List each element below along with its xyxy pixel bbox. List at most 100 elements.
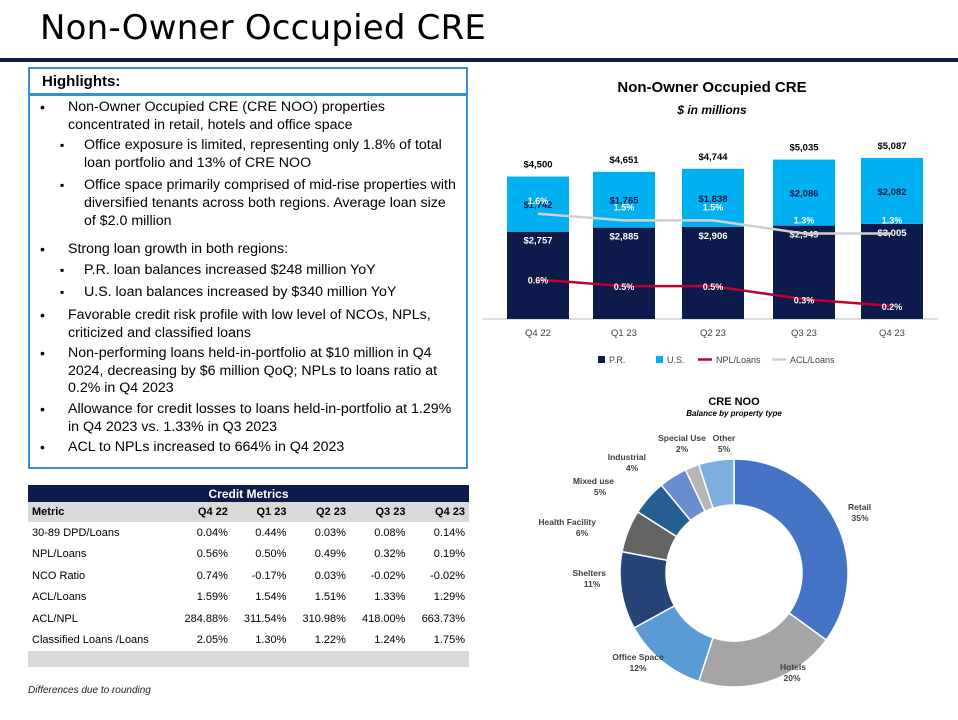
bar-total-label: $5,035 xyxy=(789,143,819,154)
credit-metrics-caption: Credit Metrics xyxy=(28,485,469,502)
metric-value: 0.08% xyxy=(374,526,406,539)
metric-name: ACL/NPL xyxy=(32,612,78,625)
donut-slice xyxy=(697,458,735,510)
bar-us-label: $2,082 xyxy=(877,187,906,198)
bar-pr-label: $2,949 xyxy=(789,230,818,241)
donut-slice-label: Industrial xyxy=(608,452,646,462)
acl-loans-line-label: 1.5% xyxy=(614,202,635,212)
donut-slice-label: Hotels xyxy=(780,662,806,672)
bullet-credit-risk: Favorable credit risk profile with low l… xyxy=(30,307,466,342)
metric-name: 30-89 DPD/Loans xyxy=(32,526,120,539)
highlights-heading: Highlights: xyxy=(42,73,121,90)
bar-pr xyxy=(773,225,835,319)
metric-value: 1.33% xyxy=(374,591,406,604)
bar-pr xyxy=(682,226,744,319)
bar-total-label: $4,651 xyxy=(609,155,639,166)
bar-us xyxy=(861,157,923,224)
acl-loans-line-label: 1.5% xyxy=(703,202,724,212)
metric-value: 0.56% xyxy=(196,548,228,561)
npl-loans-line-label: 0.5% xyxy=(703,282,724,292)
bar-total-label: $4,500 xyxy=(523,160,552,171)
metric-name: Classified Loans /Loans xyxy=(32,634,149,647)
chart-title: Non-Owner Occupied CRE xyxy=(617,79,806,96)
metric-value: 0.04% xyxy=(196,526,228,539)
acl-loans-line-label: 1.3% xyxy=(794,216,815,226)
credit-metrics-table: Credit Metrics Metric Q4 22 Q1 23 Q2 23 Q3 2… xyxy=(28,485,469,667)
metric-value: 0.44% xyxy=(255,526,287,539)
metric-value: 1.59% xyxy=(196,591,228,604)
donut-slice-label: Special Use xyxy=(658,433,706,443)
metric-value: 663.73% xyxy=(421,612,465,625)
legend-swatch xyxy=(656,356,663,363)
npl-loans-line-label: 0.2% xyxy=(882,302,903,312)
metric-value: 0.19% xyxy=(433,548,465,561)
sub-bullet-us-growth: U.S. loan balances increased by $340 mil… xyxy=(30,284,466,302)
npl-loans-line-label: 0.3% xyxy=(794,295,815,305)
metric-value: 0.50% xyxy=(255,548,287,561)
donut-subtitle: Balance by property type xyxy=(686,409,782,418)
highlights-list: Non-Owner Occupied CRE (CRE NOO) propert… xyxy=(30,99,466,460)
metric-value: 1.24% xyxy=(374,634,406,647)
metric-value: 1.54% xyxy=(255,591,287,604)
bar-us-label: $2,086 xyxy=(789,189,818,200)
noo-cre-bar-chart: Non-Owner Occupied CRE $ in millions $2,75… xyxy=(482,79,938,365)
metric-value: 418.00% xyxy=(362,612,406,625)
donut-slice-label: Office Space xyxy=(612,652,664,662)
legend-label: NPL/Loans xyxy=(716,355,761,365)
metric-value: 1.51% xyxy=(314,591,346,604)
bullet-acl-npl: ACL to NPLs increased to 664% in Q4 2023 xyxy=(30,439,466,457)
bar-pr xyxy=(507,231,569,319)
page-title: Non-Owner Occupied CRE xyxy=(40,8,487,48)
legend-label: U.S. xyxy=(667,355,685,365)
metric-value: 0.03% xyxy=(314,569,346,582)
sub-bullet-office-space: Office space primarily comprised of mid-… xyxy=(30,177,466,230)
donut-slice-value: 6% xyxy=(576,528,589,538)
bar-us xyxy=(773,159,835,226)
bar-us xyxy=(507,176,569,232)
bar-us xyxy=(682,168,744,227)
x-tick-label: Q2 23 xyxy=(700,328,726,339)
x-tick-label: Q1 23 xyxy=(611,328,637,339)
column-header: Q2 23 xyxy=(290,502,350,522)
bar-pr-label: $2,757 xyxy=(523,236,552,247)
bar-pr-label: $3,005 xyxy=(877,228,907,239)
credit-metrics-header-row: Metric Q4 22 Q1 23 Q2 23 Q3 23 Q4 23 xyxy=(28,502,469,522)
metric-name: NCO Ratio xyxy=(32,569,86,582)
column-header: Q3 23 xyxy=(349,502,410,522)
bullet-acl: Allowance for credit losses to loans hel… xyxy=(30,401,466,436)
donut-title: CRE NOO xyxy=(708,396,760,408)
sub-bullet-pr-growth: P.R. loan balances increased $248 millio… xyxy=(30,262,466,280)
donut-slice-value: 2% xyxy=(676,444,689,454)
bullet-npl: Non-performing loans held-in-portfolio a… xyxy=(30,345,466,398)
sub-bullet-office-exposure: Office exposure is limited, representing… xyxy=(30,137,466,172)
donut-slice-label: Other xyxy=(713,433,736,443)
metric-value: 311.54% xyxy=(243,612,287,625)
metric-value: 0.03% xyxy=(314,526,346,539)
legend-swatch xyxy=(598,356,605,363)
donut-slice-value: 11% xyxy=(584,579,601,589)
table-row: ACL/Loans 1.59% 1.54% 1.51% 1.33% 1.29% xyxy=(28,587,469,609)
metric-value: 0.49% xyxy=(314,548,346,561)
column-header: Q4 23 xyxy=(409,502,469,522)
metric-value: -0.02% xyxy=(430,569,465,582)
highlights-rule xyxy=(30,93,466,96)
donut-slice-label: Shelters xyxy=(572,568,606,578)
bullet-loan-growth: Strong loan growth in both regions: xyxy=(30,241,466,259)
npl-loans-line xyxy=(537,278,893,308)
x-tick-label: Q4 22 xyxy=(525,328,551,339)
metric-value: 0.32% xyxy=(374,548,406,561)
table-row: Classified Loans /Loans 2.05% 1.30% 1.22% 1.… xyxy=(28,630,469,652)
acl-loans-line-label: 1.3% xyxy=(882,216,903,226)
table-row: NPL/Loans 0.56% 0.50% 0.49% 0.32% 0.19% xyxy=(28,544,469,566)
bar-us-label: $1,838 xyxy=(698,194,727,205)
npl-loans-line-label: 0.5% xyxy=(614,282,635,292)
x-tick-label: Q4 23 xyxy=(879,328,905,339)
x-tick-label: Q3 23 xyxy=(791,328,817,339)
bar-us-label: $1,742 xyxy=(523,200,552,211)
bar-pr xyxy=(593,227,655,319)
donut-slice-label: Mixed use xyxy=(573,476,614,486)
donut-slice-value: 35% xyxy=(851,513,868,523)
column-header: Q4 22 xyxy=(172,502,232,522)
metric-value: 1.29% xyxy=(433,591,465,604)
